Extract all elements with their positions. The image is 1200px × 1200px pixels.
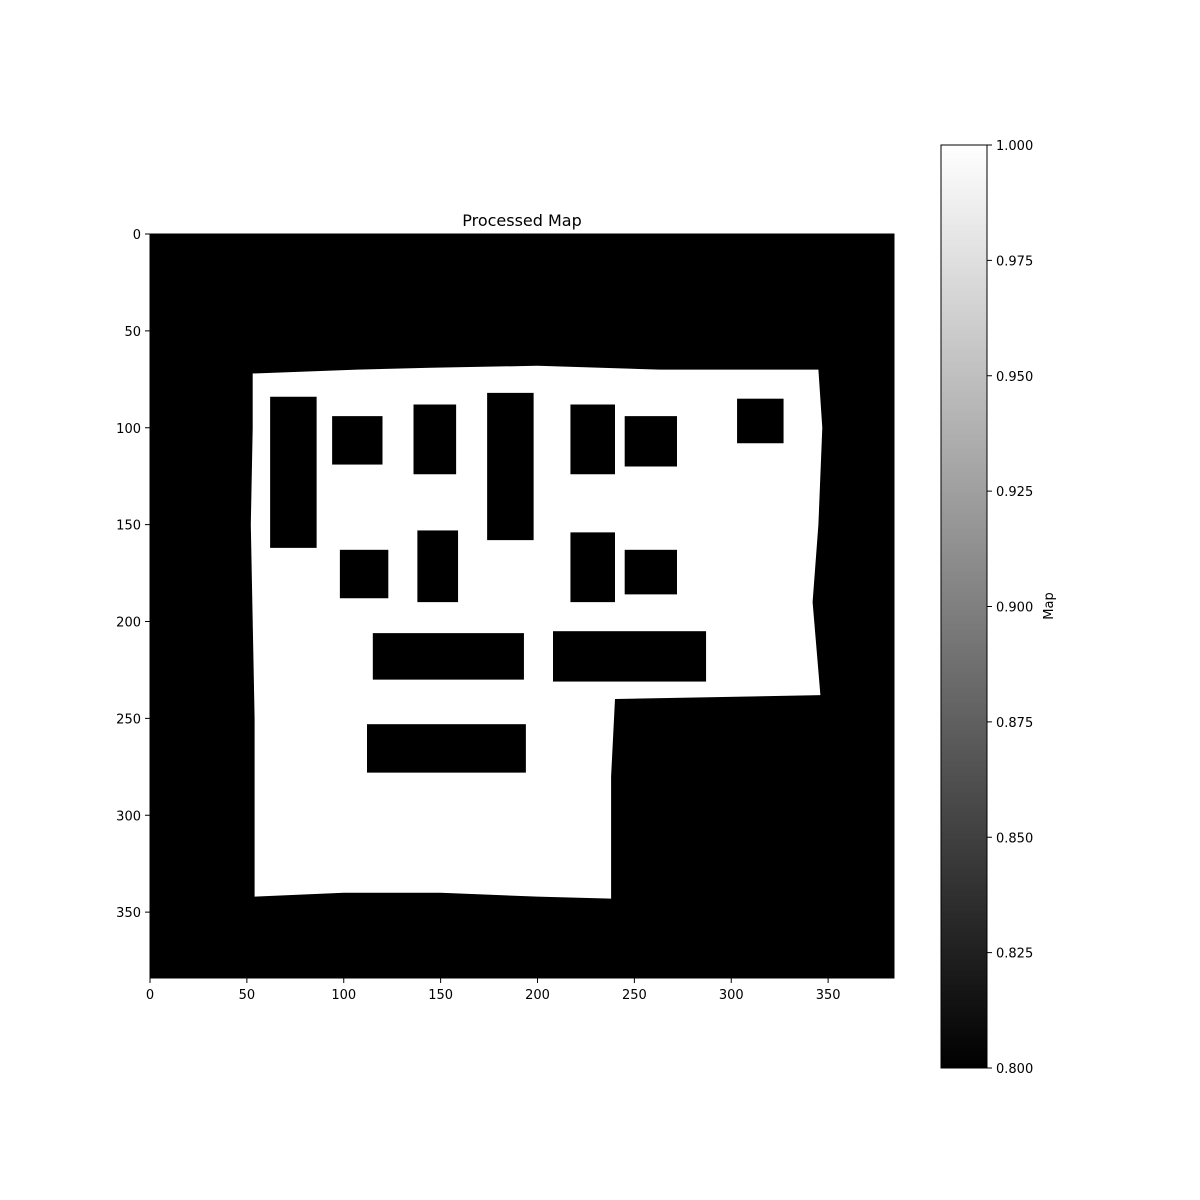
colorbar-tick-label: 0.875: [996, 716, 1033, 731]
colorbar-label: Map: [1042, 592, 1057, 619]
y-tick-label: 300: [116, 809, 141, 824]
colorbar-gradient: [940, 144, 988, 1069]
x-tick-label: 200: [525, 988, 550, 1003]
y-tick-label: 50: [124, 325, 141, 340]
x-tick-label: 150: [428, 988, 453, 1003]
colorbar: 0.800 0.825 0.850 0.875 0.900 0.925 0.950 0.975…: [940, 139, 1057, 1077]
x-tick-label: 100: [331, 988, 356, 1003]
obstacle-14: [367, 724, 526, 773]
y-tick-label: 100: [116, 422, 141, 437]
obstacle-5: [570, 404, 615, 475]
colorbar-tick-label: 0.825: [996, 947, 1033, 962]
x-tick-label: 50: [239, 988, 256, 1003]
plot-frame: [149, 233, 895, 979]
colorbar-tick-label: 0.925: [996, 485, 1033, 500]
x-tick-label: 0: [146, 988, 154, 1003]
x-tick-label: 350: [816, 988, 841, 1003]
x-axis: 0 50 100 150 200 250 300 350: [146, 978, 841, 1003]
obstacle-4: [487, 392, 534, 541]
obstacle-12: [372, 633, 524, 680]
x-tick-label: 300: [719, 988, 744, 1003]
colorbar-tick-label: 0.975: [996, 254, 1033, 269]
map-plot: [149, 233, 895, 979]
obstacle-8: [339, 549, 389, 599]
obstacle-9: [417, 530, 459, 603]
obstacle-7: [737, 398, 784, 444]
colorbar-tick-label: 0.950: [996, 370, 1033, 385]
colorbar-ticks: 0.800 0.825 0.850 0.875 0.900 0.925 0.950 0.975…: [987, 139, 1033, 1077]
x-tick-label: 250: [622, 988, 647, 1003]
map-layer: [250, 365, 823, 899]
colorbar-tick-label: 0.850: [996, 831, 1033, 846]
chart-title: Processed Map: [462, 211, 582, 230]
obstacle-11: [624, 549, 677, 595]
y-tick-label: 250: [116, 712, 141, 727]
colorbar-tick-label: 1.000: [996, 139, 1033, 154]
y-tick-label: 150: [116, 519, 141, 534]
y-tick-label: 0: [133, 228, 141, 243]
colorbar-tick-label: 0.900: [996, 601, 1033, 616]
colorbar-tick-label: 0.800: [996, 1062, 1033, 1077]
obstacle-2: [332, 416, 383, 465]
y-tick-label: 350: [116, 906, 141, 921]
y-axis: 0 50 100 150 200 250 300 350: [116, 228, 150, 921]
obstacle-13: [553, 631, 707, 682]
obstacle-10: [570, 532, 615, 603]
obstacle-3: [413, 404, 457, 475]
y-tick-label: 200: [116, 616, 141, 631]
obstacle-6: [624, 416, 677, 467]
obstacle-1: [270, 396, 317, 548]
